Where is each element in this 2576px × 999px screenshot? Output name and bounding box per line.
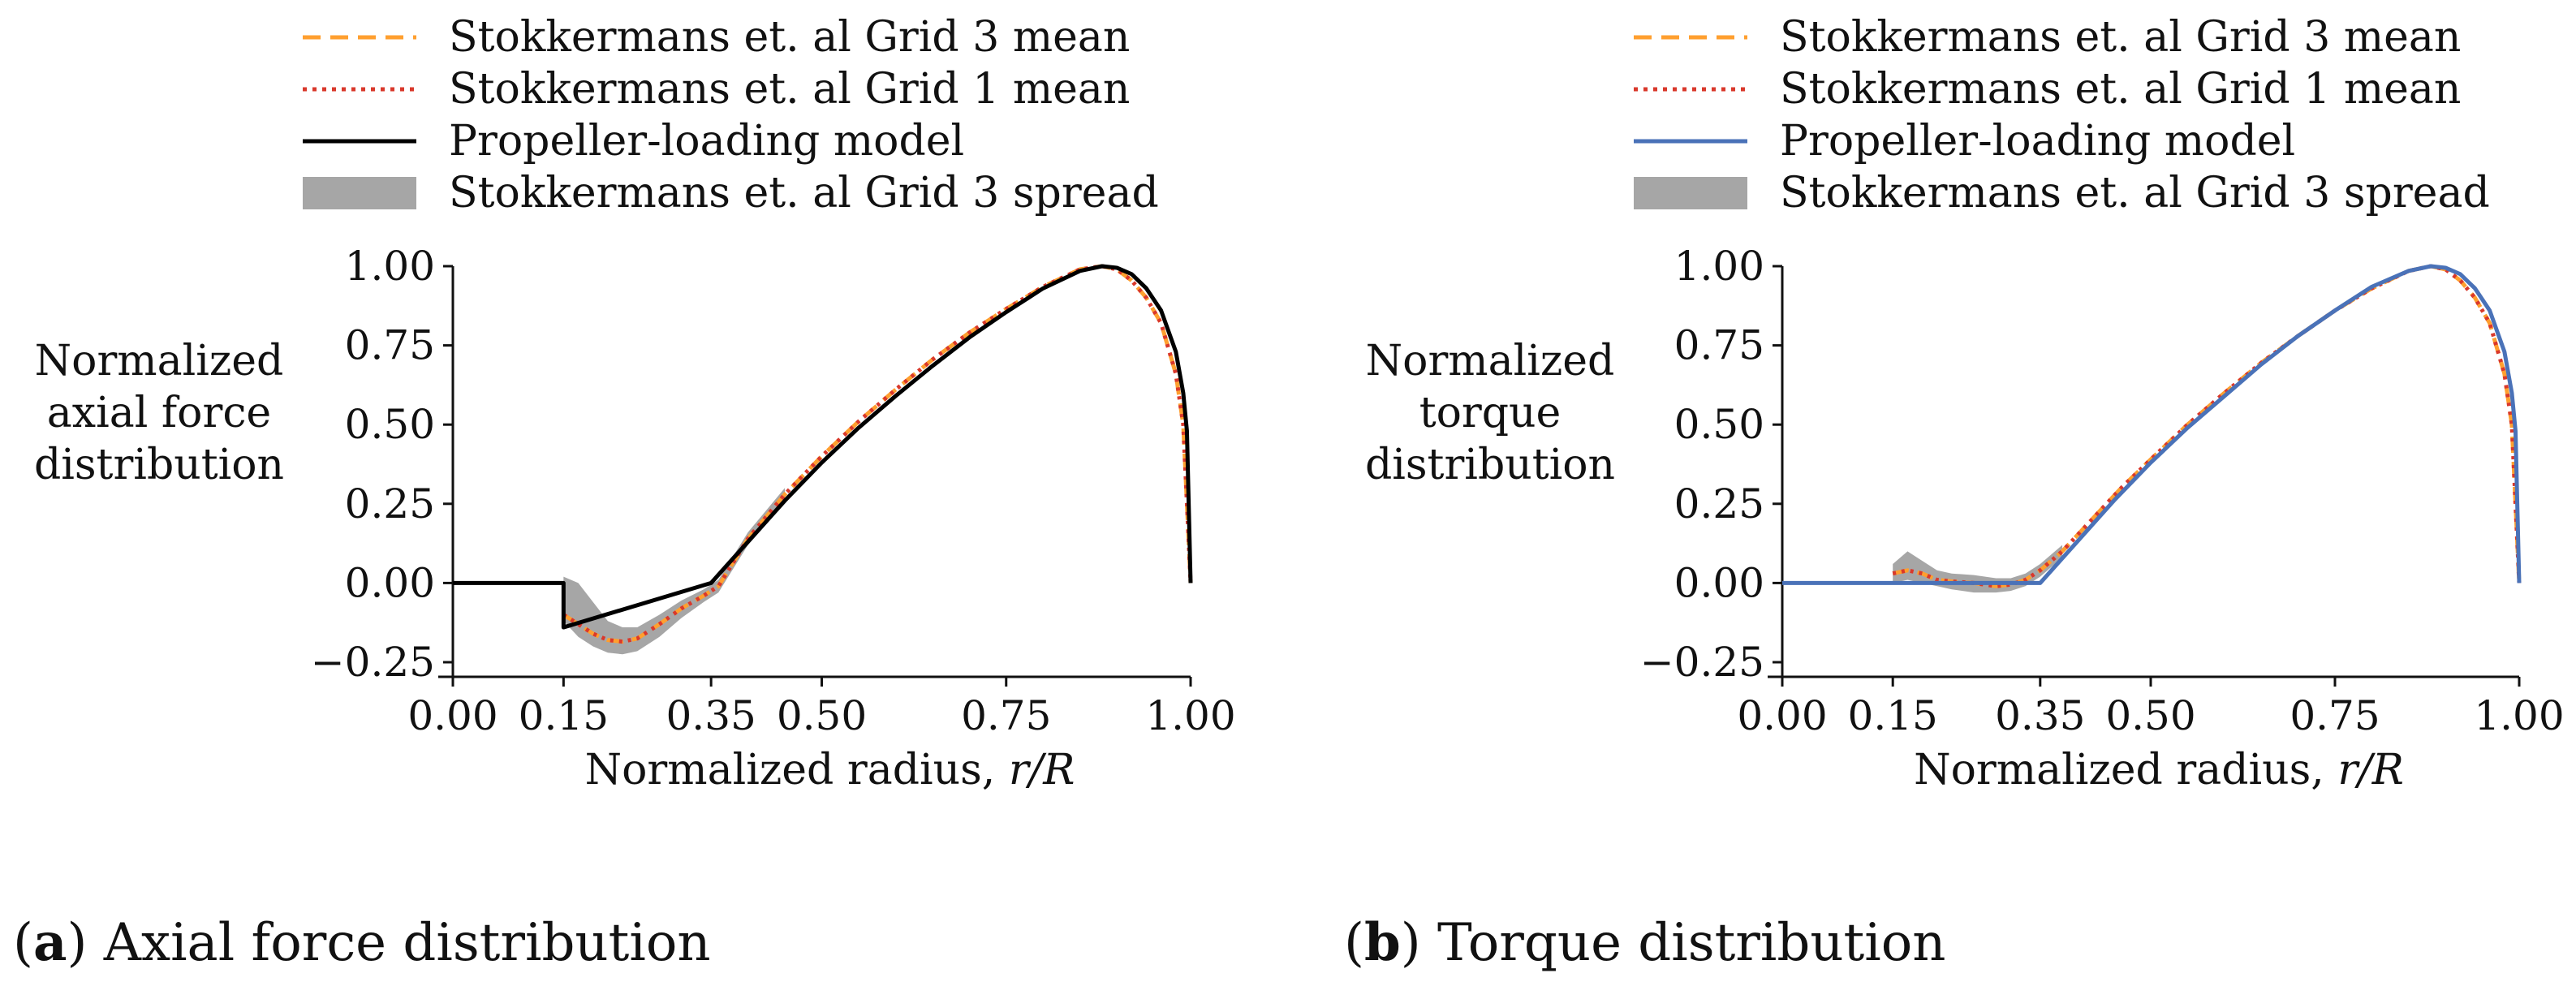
x-axis-label: Normalized radius, r/R — [1914, 746, 2404, 794]
axial-force-chart: Stokkermans et. al Grid 3 meanStokkerman… — [34, 13, 1236, 794]
y-tick-label: 0.00 — [1674, 559, 1764, 606]
y-axis-label: distribution — [34, 441, 284, 489]
y-axis-label: axial force — [47, 389, 271, 437]
series-line-dashed — [562, 264, 1193, 644]
legend-label: Propeller-loading model — [1780, 117, 2295, 166]
series-line-dotted — [562, 264, 1193, 644]
legend-label: Propeller-loading model — [449, 117, 964, 166]
torque-chart: Stokkermans et. al Grid 3 meanStokkerman… — [1365, 13, 2565, 794]
x-tick-label: 1.00 — [2474, 692, 2564, 739]
series-line-solid — [1782, 264, 2522, 585]
y-tick-label: 0.50 — [345, 401, 435, 448]
series-line-dotted — [1892, 264, 2522, 588]
y-axis-label: distribution — [1365, 441, 1615, 489]
x-axis-label: Normalized radius, r/R — [585, 746, 1075, 794]
y-tick-label: 0.75 — [345, 322, 435, 369]
y-tick-label: 0.25 — [1674, 480, 1764, 527]
spread-band — [563, 488, 786, 655]
x-tick-label: 0.75 — [961, 692, 1051, 739]
legend-label: Stokkermans et. al Grid 1 mean — [1780, 65, 2461, 114]
y-tick-label: 0.25 — [345, 480, 435, 527]
legend-label: Stokkermans et. al Grid 3 spread — [449, 169, 1159, 217]
legend-swatch-spread — [1634, 177, 1747, 209]
legend-label: Stokkermans et. al Grid 3 mean — [449, 13, 1130, 62]
y-tick-label: 0.50 — [1674, 401, 1764, 448]
legend-swatch-spread — [303, 177, 416, 209]
y-tick-label: −0.25 — [1640, 639, 1764, 686]
x-tick-label: 0.35 — [666, 692, 756, 739]
x-tick-label: 0.15 — [519, 692, 609, 739]
x-tick-label: 0.00 — [407, 692, 498, 739]
legend-label: Stokkermans et. al Grid 3 mean — [1780, 13, 2461, 62]
series-line-dashed — [1892, 264, 2522, 588]
x-tick-label: 1.00 — [1145, 692, 1235, 739]
caption-a: (a) Axial force distribution — [13, 912, 711, 973]
legend-label: Stokkermans et. al Grid 1 mean — [449, 65, 1130, 114]
series-line-solid — [453, 264, 1193, 630]
legend-label: Stokkermans et. al Grid 3 spread — [1780, 169, 2490, 217]
y-tick-label: 1.00 — [345, 243, 435, 290]
x-tick-label: 0.75 — [2290, 692, 2380, 739]
y-tick-label: 1.00 — [1674, 243, 1764, 290]
x-tick-label: 0.50 — [2105, 692, 2195, 739]
y-axis-label: Normalized — [1366, 337, 1615, 385]
y-tick-label: 0.75 — [1674, 322, 1764, 369]
y-axis-label: Normalized — [35, 337, 284, 385]
y-tick-label: −0.25 — [311, 639, 435, 686]
y-axis-label: torque — [1419, 389, 1562, 437]
x-tick-label: 0.50 — [777, 692, 867, 739]
caption-b: (b) Torque distribution — [1344, 912, 1946, 973]
x-tick-label: 0.35 — [1995, 692, 2085, 739]
x-tick-label: 0.00 — [1737, 692, 1827, 739]
x-tick-label: 0.15 — [1848, 692, 1938, 739]
y-tick-label: 0.00 — [345, 559, 435, 606]
